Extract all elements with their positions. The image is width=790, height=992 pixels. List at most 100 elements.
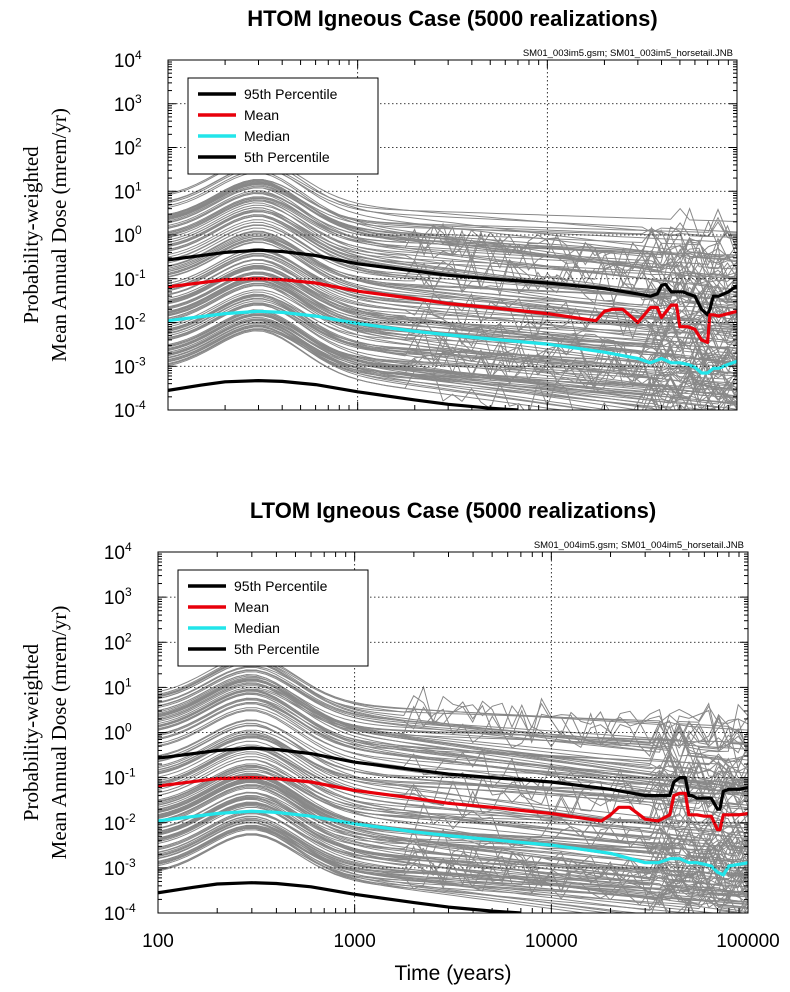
y-tick-base: 10 (114, 51, 135, 72)
y-tick-label: 10 (104, 633, 125, 654)
realization-curve (158, 699, 748, 795)
realization-curve (158, 733, 748, 810)
realization-curve (158, 666, 748, 752)
y-tick-label: 10 (114, 357, 135, 378)
y-tick-exponent: -1 (125, 766, 136, 780)
realization-curve (158, 765, 748, 856)
y-tick-base: 10 (104, 814, 125, 835)
realization-curve (158, 803, 748, 869)
realization-curve (168, 268, 737, 344)
x-tick-label: 1000 (334, 931, 376, 952)
realization-curve (158, 834, 748, 909)
realization-curve (158, 675, 748, 790)
y-tick-exponent: -4 (125, 901, 136, 915)
realization-curve (168, 183, 737, 238)
realization-curve (158, 693, 748, 774)
realization-curve (158, 781, 748, 883)
realization-curve (158, 680, 748, 755)
y-tick-base: 10 (114, 270, 135, 291)
y-tick-exponent: 4 (125, 540, 132, 554)
realization-curve (158, 795, 748, 856)
y-tick-exponent: -2 (135, 311, 146, 325)
source-file-label: SM01_004im5.gsm; SM01_004im5_horsetail.J… (534, 540, 744, 551)
chart-panel-1: HTOM Igneous Case (5000 realizations) SM0… (19, 6, 738, 422)
y-tick-exponent: 2 (135, 136, 142, 150)
y-tick-label: 10 (114, 314, 135, 335)
realization-curve (168, 282, 737, 385)
y-tick-exponent: 3 (135, 92, 142, 106)
y-tick-exponent: 0 (135, 223, 142, 237)
y-tick-label: 10 (104, 678, 125, 699)
chart-title: HTOM Igneous Case (5000 realizations) (247, 6, 657, 31)
y-tick-exponent: -4 (135, 398, 146, 412)
series-line-95th-percentile (168, 248, 737, 317)
realization-curve (168, 324, 737, 401)
x-tick-label: 100000 (716, 931, 779, 952)
realization-curve (168, 179, 737, 247)
plot-area (168, 158, 737, 410)
realization-curve (158, 786, 748, 869)
series-line-median (168, 309, 737, 375)
y-axis-label-line-2: Mean Annual Dose (mrem/yr) (47, 606, 71, 860)
series-line-mean (168, 277, 737, 344)
realization-curve (158, 826, 748, 913)
realization-curve (168, 322, 728, 410)
realization-curve (168, 314, 710, 410)
y-tick-label: 10 (114, 270, 135, 291)
y-tick-base: 10 (104, 724, 125, 745)
y-tick-label: 10 (104, 724, 125, 745)
realization-curve (158, 729, 748, 792)
realization-curve (158, 674, 748, 790)
legend-label: Mean (244, 107, 279, 123)
y-tick-label: 10 (104, 814, 125, 835)
realization-curve (168, 313, 737, 403)
realization-curve (158, 707, 748, 788)
axis-ticks (157, 552, 749, 914)
y-tick-base: 10 (104, 859, 125, 880)
realization-curve (158, 778, 748, 885)
series-line-5th-percentile (168, 379, 519, 410)
y-tick-base: 10 (104, 904, 125, 925)
y-tick-exponent: 1 (135, 179, 142, 193)
realization-curve (158, 827, 748, 890)
y-tick-base: 10 (114, 226, 135, 247)
realization-curve (158, 688, 748, 749)
y-tick-label: 10 (114, 401, 135, 422)
y-tick-base: 10 (114, 139, 135, 160)
realization-curve (158, 736, 748, 796)
realization-curve (158, 791, 748, 889)
realization-curve (158, 824, 748, 901)
realization-curve (158, 764, 748, 849)
realization-curve (158, 804, 748, 904)
realization-curve (168, 255, 737, 344)
realization-curve (158, 671, 748, 754)
y-tick-label: 10 (114, 182, 135, 203)
realization-curve (168, 180, 737, 291)
realization-curve (168, 191, 737, 260)
plot-area (158, 655, 748, 913)
legend-label: 5th Percentile (244, 149, 330, 165)
realization-curve (168, 302, 737, 379)
realization-curve (158, 683, 748, 745)
y-tick-base: 10 (104, 588, 125, 609)
series-line-mean (158, 776, 748, 832)
y-tick-exponent: 1 (125, 675, 132, 689)
axis-ticks (167, 60, 738, 411)
y-tick-label: 10 (114, 51, 135, 72)
realization-curve (168, 197, 737, 258)
source-file-label: SM01_003im5.gsm; SM01_003im5_horsetail.J… (523, 48, 733, 59)
y-tick-exponent: 2 (125, 630, 132, 644)
y-tick-base: 10 (114, 314, 135, 335)
y-tick-label: 10 (104, 543, 125, 564)
realization-curve (168, 303, 737, 410)
realization-curve (158, 784, 748, 899)
legend-label: Mean (234, 599, 269, 615)
y-axis-label-line-1: Probability-weighted (19, 146, 43, 324)
y-axis-label-line-2: Mean Annual Dose (mrem/yr) (47, 108, 71, 362)
y-tick-label: 10 (114, 95, 135, 116)
x-tick-label: 10000 (525, 931, 578, 952)
y-tick-base: 10 (114, 401, 135, 422)
y-tick-label: 10 (104, 588, 125, 609)
realization-curve (158, 820, 748, 896)
y-tick-exponent: 4 (135, 48, 142, 62)
